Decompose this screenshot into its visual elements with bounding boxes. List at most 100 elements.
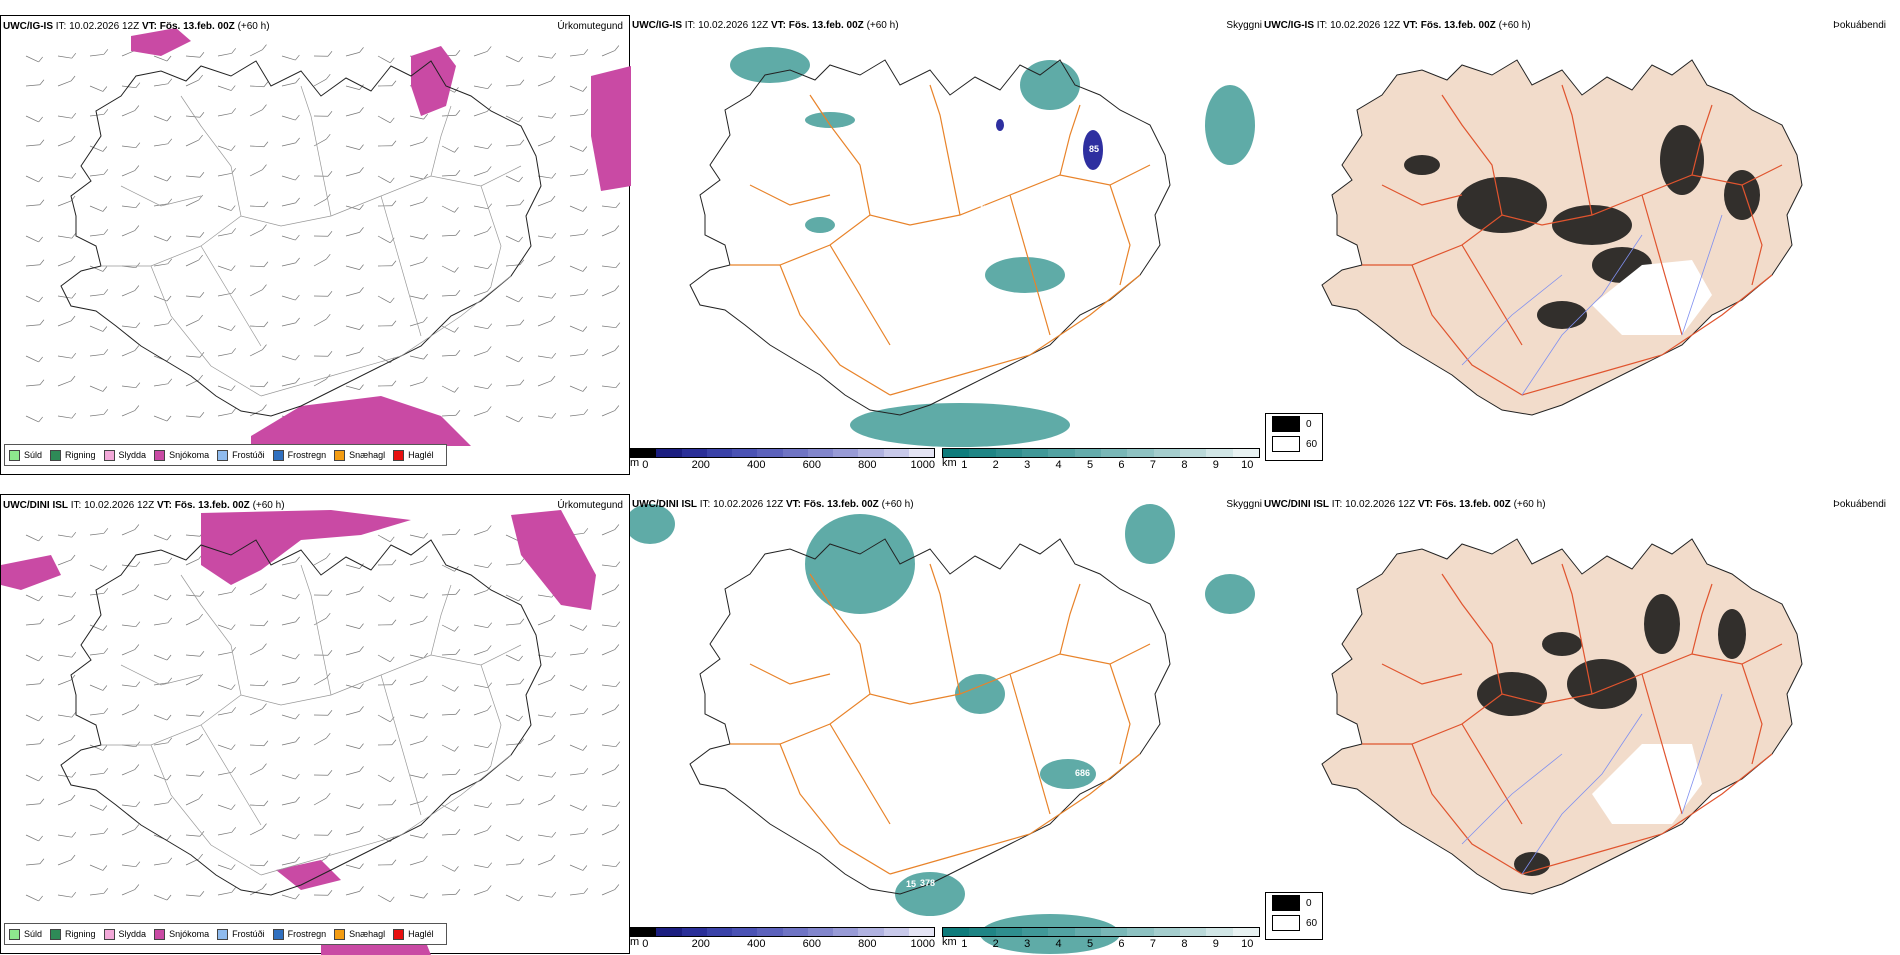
wind-barb [602, 411, 615, 416]
wind-barb-flag [296, 318, 300, 323]
wind-barb [474, 650, 487, 655]
wind-barb-flag [487, 525, 491, 530]
wind-barb [154, 863, 168, 865]
wind-barb-flag [72, 652, 76, 657]
wind-barb-flag [231, 745, 235, 750]
colorbar-segment [858, 449, 883, 457]
wind-barb-flag [326, 733, 330, 738]
colorbar-tick: 1 [961, 938, 967, 950]
wind-barb-flag [71, 555, 75, 560]
wind-barb [122, 565, 136, 567]
wind-barb-flag [104, 708, 108, 713]
road [181, 575, 241, 695]
wind-barb-flag [200, 292, 204, 297]
wind-barb [602, 685, 616, 687]
wind-barb-flag [616, 802, 620, 807]
wind-barb [346, 352, 360, 356]
wind-barb-flag [519, 596, 523, 601]
wind-barb-flag [615, 705, 619, 710]
wind-barb [538, 56, 552, 58]
wind-barb-flag [231, 865, 235, 870]
wind-barb [410, 535, 424, 538]
wind-barb-flag [262, 764, 266, 769]
wind-barb-flag [199, 135, 203, 140]
wind-barb [602, 830, 615, 835]
wind-barb [282, 682, 296, 685]
colorbar-segment [732, 449, 757, 457]
wind-barb-flag [456, 589, 460, 594]
wind-barb-flag [454, 207, 458, 212]
wind-barb-flag [454, 267, 458, 272]
wind-barb-flag [423, 377, 427, 382]
wind-barb [410, 382, 423, 386]
legend-item: Frostúði [217, 929, 265, 940]
wind-barb [602, 51, 615, 56]
wind-barb [314, 319, 326, 326]
legend-label: Haglél [408, 929, 434, 939]
wind-barb-flag [456, 649, 460, 654]
wind-barb-flag [295, 355, 299, 360]
wind-barb-flag [136, 742, 140, 747]
wind-barb [410, 895, 424, 898]
wind-barb [186, 236, 200, 237]
colorbar-tick: 7 [1150, 938, 1156, 950]
wind-barb-flag [39, 896, 43, 901]
wind-barb [506, 804, 520, 805]
wind-barb-flag [615, 885, 619, 890]
wind-barb [442, 415, 456, 416]
wind-barb-flag [231, 206, 235, 211]
wind-barb [26, 236, 39, 242]
wind-barb [58, 560, 71, 565]
wind-barb-flag [390, 537, 394, 542]
colorbar-tick: 9 [1213, 459, 1219, 471]
colorbar-segment [1127, 928, 1153, 936]
wind-barb [570, 174, 584, 176]
colorbar-segment [833, 928, 858, 936]
colorbar-tick: 8 [1181, 938, 1187, 950]
wind-barb-flag [456, 350, 460, 355]
wind-barb-flag [551, 615, 555, 620]
wind-barb-flag [456, 889, 460, 894]
road [830, 245, 890, 345]
wind-barb [58, 595, 72, 597]
wind-barb [154, 595, 167, 600]
colorbar-tick: 7 [1150, 459, 1156, 471]
colorbar-segment [969, 449, 995, 457]
legend-swatch [334, 929, 345, 940]
wind-barb-flag [615, 825, 619, 830]
wind-barb-flag [551, 196, 555, 201]
wind-barb [506, 684, 520, 685]
wind-barb [122, 770, 135, 775]
wind-barb [538, 141, 551, 146]
wind-barb-flag [519, 656, 523, 661]
wind-barb-flag [103, 805, 107, 810]
wind-barb [154, 655, 167, 660]
road [1010, 674, 1050, 814]
wind-barb [218, 266, 231, 271]
colorbar-segment [1180, 449, 1206, 457]
colorbar-tick: 10 [1241, 459, 1253, 471]
legend-swatch [154, 929, 165, 940]
wind-barb [154, 144, 168, 146]
colorbar-strip [942, 927, 1260, 937]
visibility-map: 686 378 15 [630, 494, 1260, 954]
wind-barb-flag [519, 836, 523, 841]
wind-barb [122, 291, 135, 296]
wind-barb [186, 296, 200, 297]
wind-barb-flag [40, 799, 44, 804]
annotation: 686 [1075, 768, 1090, 778]
wind-barb-flag [104, 349, 108, 354]
colorbar-tick: 2 [993, 938, 999, 950]
wind-barb [154, 296, 167, 301]
colorbar-tick: 0 [642, 938, 648, 950]
wind-barb-flag [199, 734, 203, 739]
colorbar-tick: 1000 [911, 459, 935, 471]
wind-barb-flag [390, 597, 394, 602]
wind-barb [442, 115, 456, 116]
wind-barb [122, 351, 135, 356]
wind-barb [602, 291, 615, 296]
wind-barb-flag [519, 716, 523, 721]
legend-label: Frostregn [288, 450, 327, 460]
wind-barb [474, 805, 488, 808]
